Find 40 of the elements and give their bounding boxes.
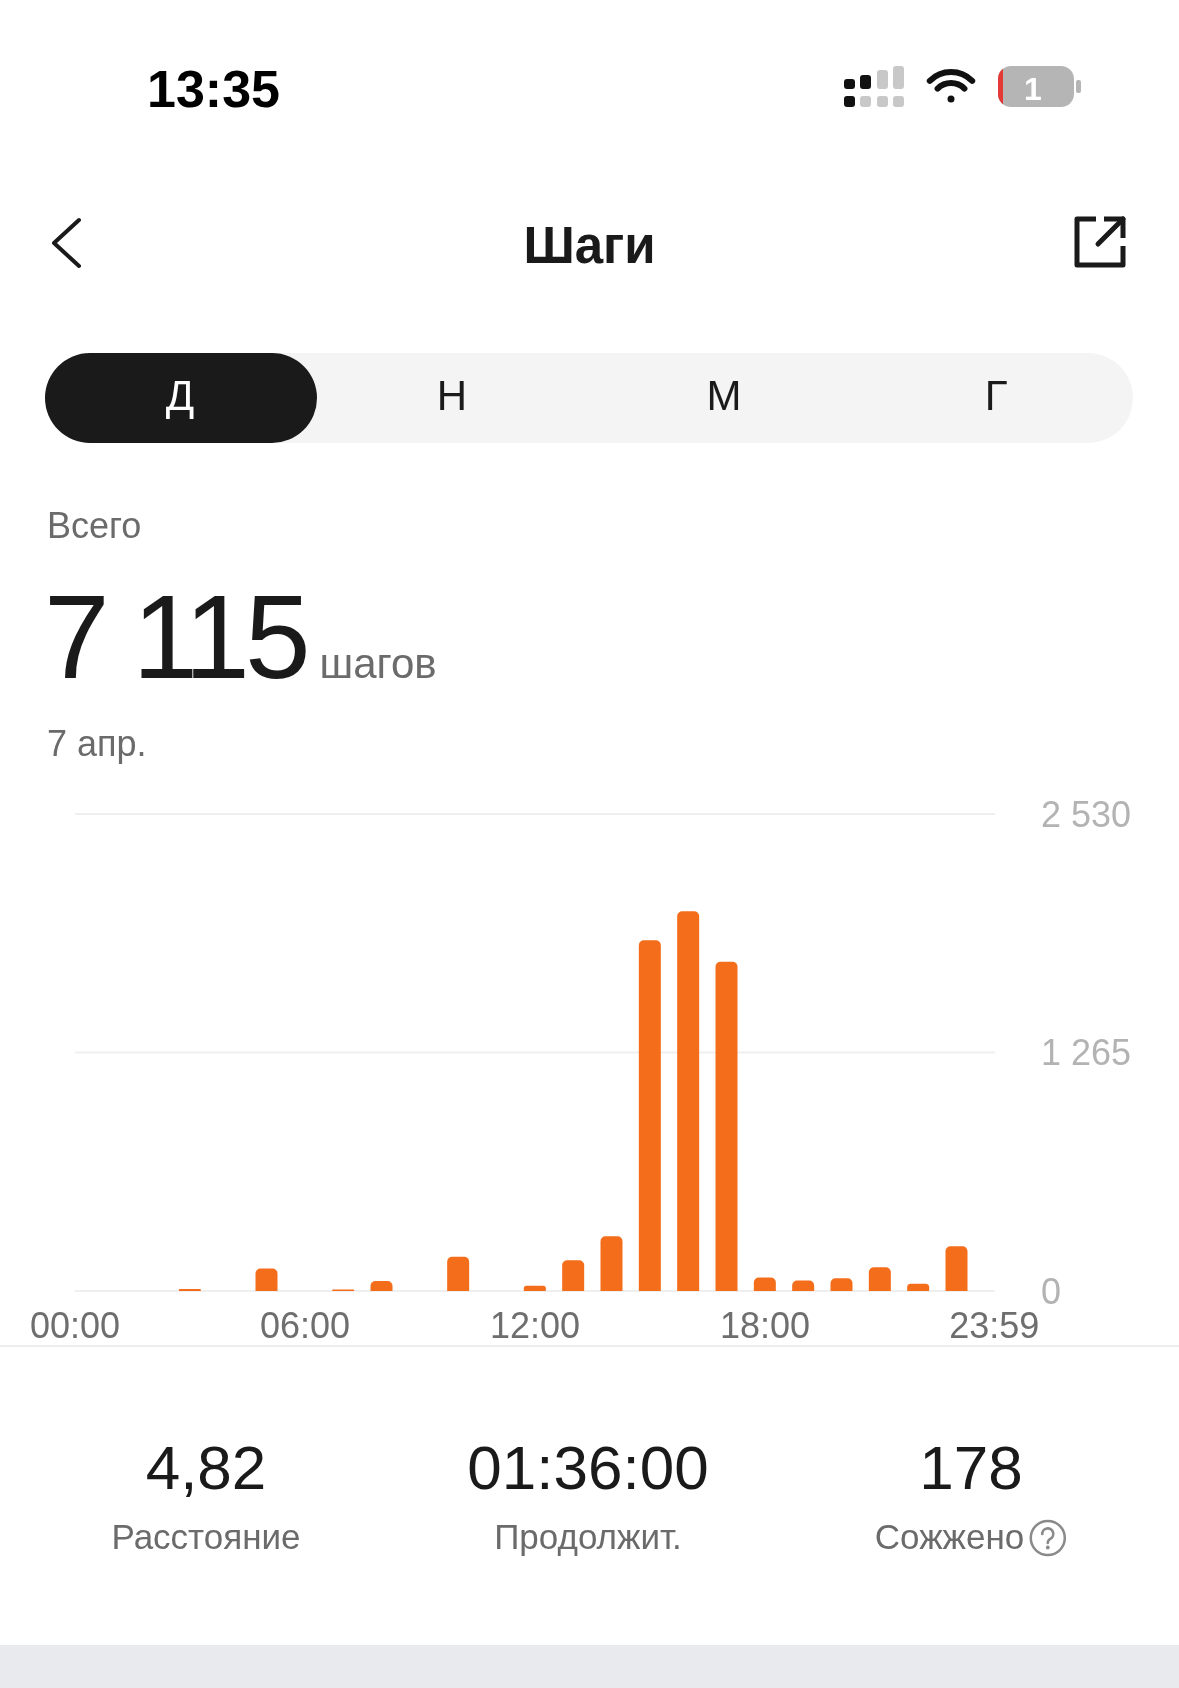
text: М [706, 372, 742, 420]
bar [447, 1256, 470, 1291]
text: 4,82 [145, 1432, 267, 1502]
x-tick-label: 00:00 [29, 1305, 121, 1346]
x-tick-label: 12:00 [489, 1305, 581, 1346]
bar [715, 961, 738, 1291]
x-tick-label: 23:59 [949, 1305, 1040, 1346]
text: Продолжит. [494, 1517, 682, 1557]
bar [370, 1281, 393, 1291]
x-tick-label: 18:00 [719, 1305, 811, 1346]
bar [868, 1267, 891, 1291]
text: 7 115 [44, 571, 306, 704]
text: Сожжено [874, 1517, 1025, 1557]
y-tick-label: 2 530 [1041, 793, 1132, 835]
text: Н [436, 372, 468, 420]
x-tick-label: 06:00 [259, 1305, 351, 1346]
y-tick-label: 0 [1041, 1270, 1062, 1312]
text: шагов [319, 640, 437, 688]
text: Г [984, 372, 1008, 420]
bar [638, 940, 661, 1291]
text: 01:36:00 [467, 1432, 709, 1502]
bar [523, 1285, 546, 1291]
bar [255, 1268, 278, 1291]
text: 1 [1024, 70, 1042, 107]
bar [753, 1277, 776, 1291]
chart-title: Шаги [523, 216, 656, 274]
bar [792, 1280, 815, 1291]
bar [830, 1278, 853, 1291]
bar [677, 911, 700, 1291]
text: 178 [919, 1432, 1023, 1502]
text: 13:35 [147, 59, 280, 118]
text: Расстояние [111, 1517, 301, 1557]
bar [945, 1246, 968, 1291]
text: Д [165, 372, 195, 420]
text: Всего [47, 504, 142, 546]
text: 7 апр. [47, 722, 147, 764]
y-tick-label: 1 265 [1041, 1032, 1132, 1073]
bar [600, 1236, 623, 1291]
bar [562, 1260, 585, 1291]
bar [907, 1283, 930, 1291]
